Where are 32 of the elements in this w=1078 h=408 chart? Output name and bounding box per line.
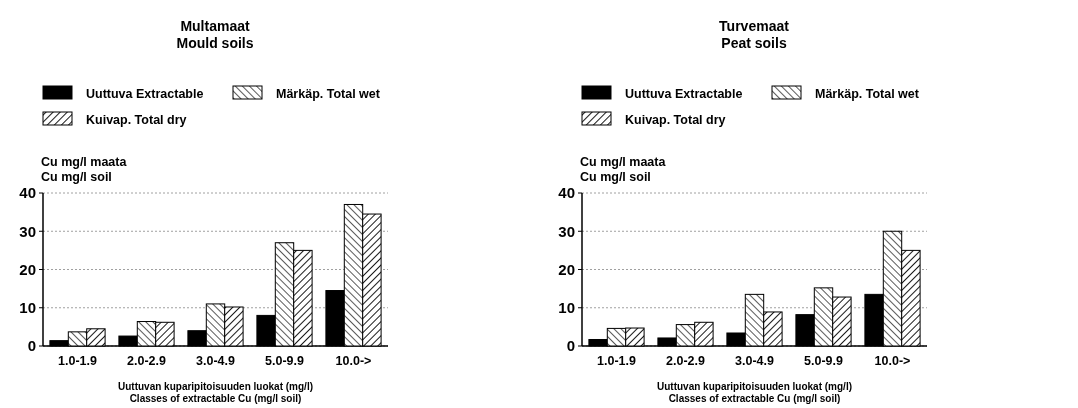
y-tick-label: 40 (558, 184, 575, 202)
x-tick-label: 3.0-4.9 (735, 354, 774, 368)
x-tick-label: 5.0-9.9 (804, 354, 843, 368)
legend-label: Uuttuva Extractable (86, 87, 204, 101)
x-tick-label: 1.0-1.9 (58, 354, 97, 368)
x-tick-label: 3.0-4.9 (196, 354, 235, 368)
x-tick-label: 2.0-2.9 (666, 354, 705, 368)
y-axis-title: Cu mg/l maata Cu mg/l soil (580, 155, 667, 184)
y-tick-label: 10 (19, 299, 36, 316)
y-tick-label: 0 (566, 337, 575, 355)
y-tick-label: 20 (19, 260, 36, 278)
x-axis-title: Uuttuvan kuparipitoisuuden luokat (mg/l) Classes of extractable Cu (mg/l soil) (657, 381, 852, 404)
legend-label: Kuivap. Total dry (86, 113, 187, 127)
legend-label: Märkäp. Total wet (276, 87, 381, 101)
y-tick-label: 40 (19, 184, 36, 202)
y-axis-title: Cu mg/l maata Cu mg/l soil (41, 155, 128, 184)
x-tick-label: 5.0-9.9 (265, 354, 304, 368)
y-tick-label: 10 (558, 299, 575, 316)
x-tick-label: 1.0-1.9 (597, 354, 636, 368)
x-axis-title: Uuttuvan kuparipitoisuuden luokat (mg/l) Classes of extractable Cu (mg/l soil) (118, 381, 313, 404)
y-tick-label: 30 (19, 222, 36, 240)
x-tick-label: 10.0-> (874, 354, 911, 368)
legend-label: Kuivap. Total dry (625, 113, 726, 127)
chart-title: Turvemaat Peat soils (719, 18, 790, 51)
legend-label: Uuttuva Extractable (625, 87, 743, 101)
y-tick-label: 30 (558, 222, 575, 240)
x-tick-label: 2.0-2.9 (127, 354, 166, 368)
y-tick-label: 20 (558, 260, 575, 278)
x-tick-label: 10.0-> (335, 354, 372, 368)
y-tick-label: 0 (27, 337, 36, 355)
chart-title: Multamaat Mould soils (176, 18, 254, 51)
legend-label: Märkäp. Total wet (815, 87, 920, 101)
